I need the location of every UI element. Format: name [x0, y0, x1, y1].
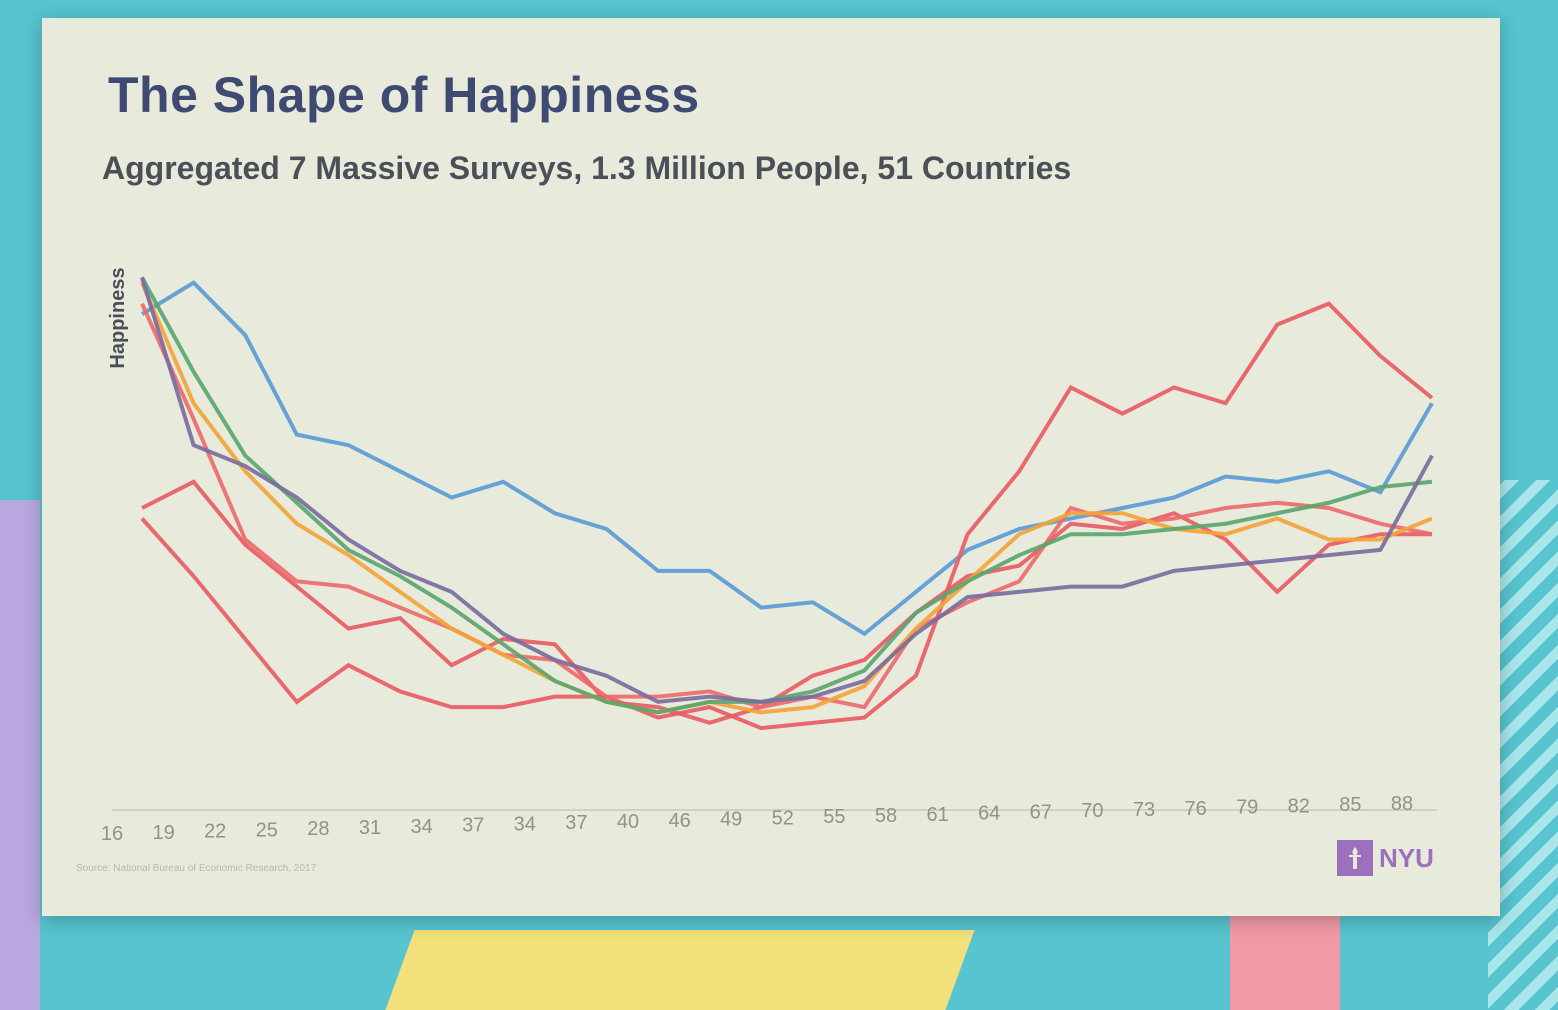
x-tick-label: 70 — [1081, 800, 1103, 822]
x-tick-label: 67 — [1030, 801, 1052, 823]
series-line-3 — [141, 479, 1432, 725]
x-tick-label: 34 — [514, 813, 536, 835]
series-line-6 — [140, 276, 1433, 715]
x-tick-label: 19 — [152, 822, 174, 844]
y-axis-label: Happiness — [107, 267, 129, 368]
x-tick-label: 55 — [823, 806, 845, 828]
x-tick-label: 31 — [359, 817, 381, 839]
series-line-4 — [140, 302, 1433, 710]
series-line-7 — [140, 276, 1434, 704]
x-tick-label: 73 — [1133, 799, 1155, 821]
slide-subtitle: Aggregated 7 Massive Surveys, 1.3 Millio… — [102, 150, 1072, 186]
x-tick-label: 16 — [101, 823, 123, 845]
nyu-logo-text: NYU — [1379, 842, 1434, 873]
source-note: Source: National Bureau of Economic Rese… — [76, 863, 317, 874]
series-line-1 — [140, 280, 1434, 637]
nyu-logo: NYU — [1337, 840, 1434, 876]
x-tick-label: 49 — [720, 809, 742, 831]
x-tick-label: 58 — [875, 805, 897, 827]
bg-yellow-band — [385, 930, 975, 1010]
x-tick-label: 25 — [256, 819, 278, 841]
x-tick-label: 28 — [307, 818, 329, 840]
x-tick-label: 52 — [772, 807, 794, 829]
bg-purple-corner — [0, 500, 40, 1010]
series-line-2 — [140, 301, 1434, 731]
x-tick-label: 79 — [1236, 797, 1258, 819]
bg-pink-band — [1230, 915, 1340, 1010]
torch-icon — [1337, 840, 1373, 876]
happiness-chart: Happiness 16 19 22 25 28 31 34 37 34 37 40 46 49 52 55 5… — [101, 267, 1437, 845]
x-tick-label: 61 — [926, 804, 948, 826]
x-tick-label: 22 — [204, 821, 226, 843]
x-tick-label: 34 — [410, 816, 432, 838]
x-tick-label: 40 — [617, 811, 639, 833]
series-line-5 — [140, 281, 1433, 715]
x-tick-label: 64 — [978, 803, 1000, 825]
slide-title: The Shape of Happiness — [108, 67, 700, 123]
x-tick-label: 46 — [668, 810, 690, 832]
x-tick-label: 82 — [1288, 795, 1310, 817]
x-tick-label: 37 — [565, 812, 587, 834]
slide: The Shape of Happiness Aggregated 7 Mass… — [42, 18, 1500, 916]
x-tick-label: 88 — [1391, 793, 1413, 815]
x-tick-label: 76 — [1184, 798, 1206, 820]
x-tick-label: 85 — [1339, 794, 1361, 816]
x-tick-label: 37 — [462, 815, 484, 837]
